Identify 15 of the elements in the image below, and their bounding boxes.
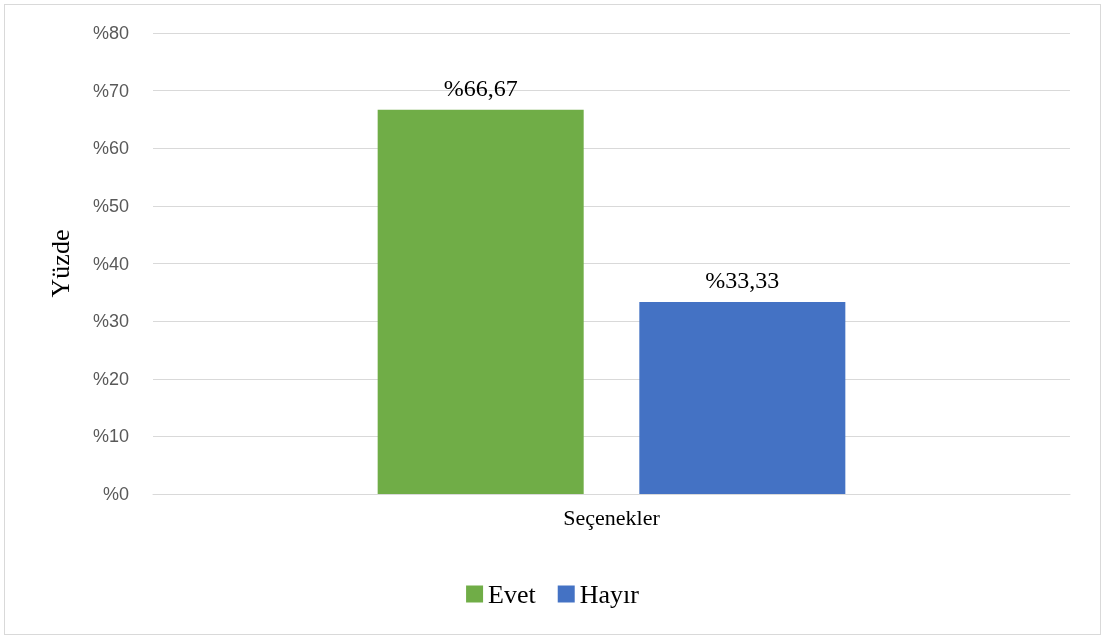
y-tick-label: %50 <box>92 195 129 216</box>
y-tick-label: %20 <box>92 368 129 389</box>
y-tick-label: %70 <box>92 80 129 101</box>
data-label: %33,33 <box>705 266 780 293</box>
x-tick-label: Seçenekler <box>563 504 661 530</box>
y-tick-label: %40 <box>92 253 129 274</box>
legend-label: Evet <box>488 579 537 609</box>
y-tick-label: %80 <box>92 23 129 43</box>
data-label: %66,67 <box>443 74 518 101</box>
y-tick-label: %30 <box>92 311 129 332</box>
y-tick-label: %60 <box>92 138 129 159</box>
y-axis-title: Yüzde <box>45 229 75 298</box>
y-tick-label: %10 <box>92 426 129 447</box>
legend-label: Hayır <box>579 579 640 609</box>
y-tick-label: %0 <box>102 484 129 504</box>
